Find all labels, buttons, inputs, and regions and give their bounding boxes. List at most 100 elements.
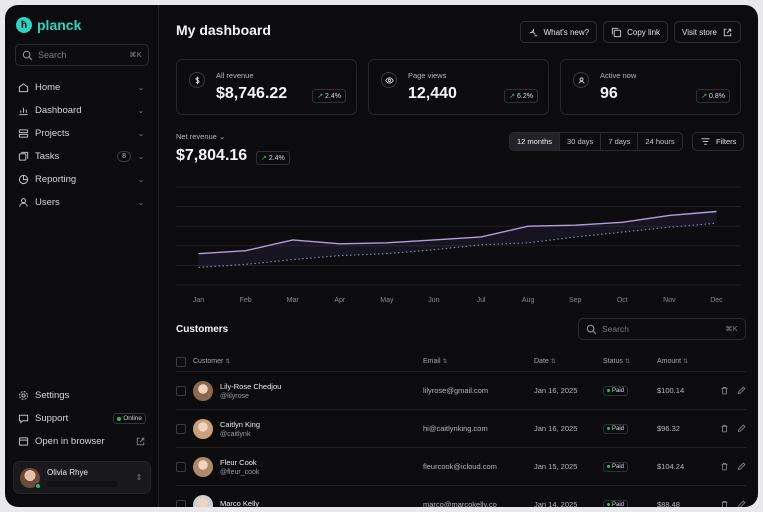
tab-7-days[interactable]: 7 days [601,133,639,150]
status-label: Paid [612,501,625,507]
trash-icon[interactable] [720,386,729,395]
chevron-down-icon: ⌄ [137,129,145,138]
trend-up-icon: ↗ [509,93,516,100]
col-date[interactable]: Date ⇅ [534,358,603,365]
chevron-down-icon: ⌄ [137,83,145,92]
sidebar-item-users[interactable]: Users ⌄ [14,191,150,214]
row-checkbox[interactable] [176,461,186,472]
row-check-cell [176,423,193,434]
date-cell: Jan 15, 2025 [534,462,578,471]
col-status[interactable]: Status ⇅ [603,358,657,365]
user-name-block: Olivia Rhye [47,468,134,487]
edit-icon[interactable] [737,386,746,395]
avatar [20,467,41,489]
sidebar-item-settings[interactable]: Settings [14,384,150,407]
row-check-cell [176,461,193,472]
x-tick-label: Feb [240,297,252,304]
chevron-down-icon: ⌄ [218,132,226,141]
row-checkbox[interactable] [176,385,186,396]
col-customer[interactable]: Customer ⇅ [193,358,423,365]
sidebar-item-label: Reporting [35,174,77,185]
amount-cell: $88.48 [657,500,680,507]
layers-icon [18,129,29,138]
search-placeholder: Search [38,50,67,60]
header-actions: What's new? Copy link Visit store [519,21,741,43]
stat-card-revenue: All revenue $8,746.22 ↗ 2.4% [176,59,357,115]
customer-name: Lily-Rose Chedjou [220,381,282,391]
sidebar-item-open-in-browser[interactable]: Open in browser [14,430,150,453]
sidebar-item-tasks[interactable]: Tasks 8 ⌄ [14,145,150,168]
tab-30-days[interactable]: 30 days [560,133,602,150]
x-tick-label: Jul [477,297,486,304]
table-row[interactable]: Lily-Rose Chedjou @lilyrose lilyrose@gmail… [176,372,746,410]
col-amount[interactable]: Amount ⇅ [657,358,713,365]
status-label: Paid [612,387,625,394]
customer-name: Fleur Cook [220,457,257,467]
edit-icon[interactable] [737,500,746,507]
col-email[interactable]: Email ⇅ [423,358,534,365]
edit-icon[interactable] [737,424,746,433]
edit-icon[interactable] [737,462,746,471]
user-account-menu[interactable]: Olivia Rhye ⇕ [13,461,151,494]
row-check-cell [176,499,193,507]
search-placeholder: Search [602,324,629,334]
table-header: Customer ⇅ Email ⇅ Date ⇅ Status ⇅ Amount ⇅ [176,352,746,372]
visit-store-button[interactable]: Visit store [674,21,741,43]
date-cell: Jan 16, 2025 [534,424,578,433]
sidebar-item-dashboard[interactable]: Dashboard ⌄ [14,99,150,122]
dollar-icon [189,72,205,88]
customer-handle: @lilyrose [220,392,249,400]
x-tick-label: Jan [193,297,204,304]
customer-cell: Marco Kelly [193,494,423,507]
user-circle-icon [573,72,589,88]
gear-icon [19,391,28,400]
main-content: My dashboard What's new? Copy link Visit… [159,5,758,507]
copy-link-label: Copy link [627,27,661,37]
tab-24-hours[interactable]: 24 hours [645,137,675,146]
sidebar-item-support[interactable]: Support Online [14,407,150,430]
sidebar-item-home[interactable]: Home ⌄ [14,76,150,99]
logo[interactable]: ħ planck [16,17,81,33]
row-checkbox[interactable] [176,499,186,507]
sidebar-item-projects[interactable]: Projects ⌄ [14,122,150,145]
sidebar-item-label: Settings [35,390,70,401]
sidebar-item-label: Projects [35,128,70,139]
trash-icon[interactable] [720,462,729,471]
trash-icon[interactable] [720,424,729,433]
date-cell: Jan 16, 2025 [534,386,578,395]
customer-cell: Caitlyn King @caitlynk [193,418,423,439]
stat-value: 12,440 [408,85,457,102]
whats-new-button[interactable]: What's new? [519,21,598,43]
tasks-icon [18,151,29,161]
copy-link-button[interactable]: Copy link [603,21,669,43]
browser-icon [18,437,29,446]
sidebar-item-reporting[interactable]: Reporting ⌄ [14,168,150,191]
sort-icon: ⇅ [550,359,556,365]
table-row[interactable]: Marco Kelly marco@marcokelly.co Jan 14, 20… [176,486,746,507]
date-cell: Jan 14, 2025 [534,500,578,507]
sidebar-item-label: Home [35,82,61,93]
col-label: Amount [657,358,682,365]
net-revenue-dropdown[interactable]: Net revenue ⌄ [176,132,225,141]
chart-icon [19,107,28,116]
email-cell: lilyrose@gmail.com [423,386,489,395]
sort-icon: ⇅ [225,359,231,365]
customers-search-input[interactable]: Search ⌘K [578,318,746,340]
trend-up-icon: ↗ [317,93,324,100]
home-icon [18,83,29,93]
stat-label: All revenue [216,71,254,80]
table-row[interactable]: Fleur Cook @fleur_cook fleurcook@icloud.co… [176,448,746,486]
select-all-checkbox[interactable] [176,356,186,367]
chevron-down-icon: ⌄ [137,106,145,115]
email-cell: fleurcook@icloud.com [423,462,497,471]
sidebar-search-input[interactable]: Search ⌘K [15,44,149,66]
col-label: Customer [193,358,224,365]
pie-icon [18,174,29,185]
tab-12-months[interactable]: 12 months [510,133,561,150]
filters-button[interactable]: Filters [692,132,745,151]
row-checkbox[interactable] [176,423,186,434]
amount-cell: $96.32 [657,424,680,433]
trash-icon[interactable] [720,500,729,507]
amount-cell: $104.24 [657,462,685,471]
table-row[interactable]: Caitlyn King @caitlynk hi@caitlynking.com J… [176,410,746,448]
